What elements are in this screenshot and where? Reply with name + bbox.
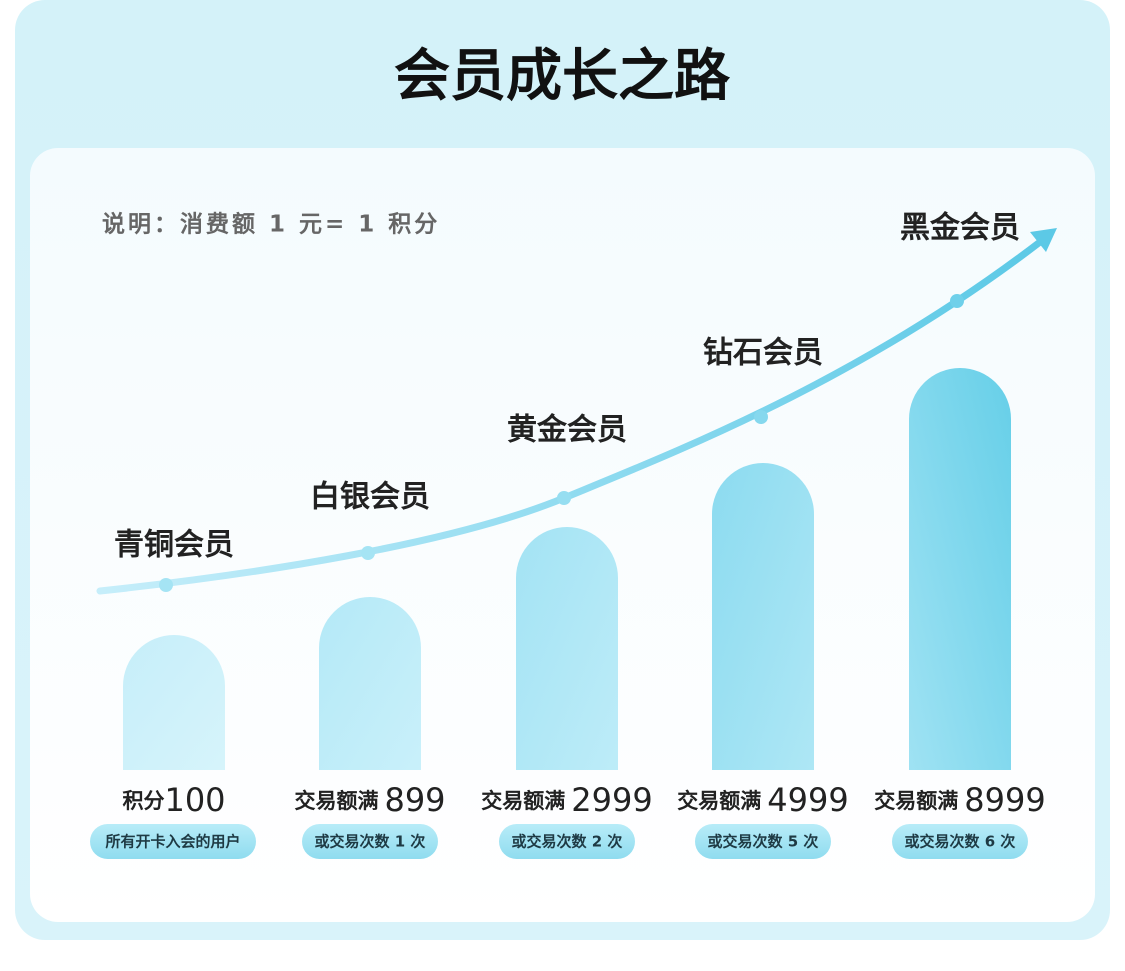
badges: 所有开卡入会的用户 或交易次数 1 次 或交易次数 2 次 或交易次数 5 次 … [90, 824, 1028, 859]
badge-text: 或交易次数 1 次 [315, 833, 426, 851]
tier-name: 黑金会员 [900, 211, 1020, 246]
badge-texts: 所有开卡入会的用户 或交易次数 1 次 或交易次数 2 次 或交易次数 5 次 … [105, 833, 1015, 851]
badge-pill [499, 824, 635, 859]
condition-amount: 8999 [964, 781, 1045, 819]
tier-bar [712, 463, 814, 770]
tier-name: 白银会员 [310, 480, 430, 515]
tier-names: 青铜会员 白银会员 黄金会员 钻石会员 黑金会员 [114, 211, 1020, 563]
condition-amount: 899 [384, 781, 445, 819]
badge-pill [695, 824, 831, 859]
tier-name: 钻石会员 [703, 336, 823, 371]
badge-text: 或交易次数 6 次 [905, 833, 1016, 851]
condition-amount: 100 [164, 781, 225, 819]
tier-bar [319, 597, 421, 770]
condition-amount: 4999 [767, 781, 848, 819]
condition: 交易额满 4999 [677, 781, 848, 819]
badge-text: 所有开卡入会的用户 [105, 833, 240, 851]
badge-text: 或交易次数 2 次 [512, 833, 623, 851]
tier-bar [123, 635, 225, 770]
tier-bar [909, 368, 1011, 770]
tier-name: 黄金会员 [507, 413, 627, 448]
condition-label: 交易额满 [874, 789, 958, 813]
conditions: 积分100 交易额满 899 交易额满 2999 交易额满 4999 交易额满 8999 [122, 781, 1045, 819]
note: 说明：消费额 1 元= 1 积分 [102, 211, 440, 238]
condition: 交易额满 899 [294, 781, 445, 819]
condition: 交易额满 8999 [874, 781, 1045, 819]
condition-label: 交易额满 [481, 789, 565, 813]
condition-label: 交易额满 [294, 789, 378, 813]
badge-pill [302, 824, 438, 859]
dot [361, 546, 375, 560]
condition-label: 积分 [122, 789, 164, 813]
dot [950, 294, 964, 308]
tier-name: 青铜会员 [114, 528, 234, 563]
condition-label: 交易额满 [677, 789, 761, 813]
curve-dots [159, 294, 964, 592]
condition: 交易额满 2999 [481, 781, 652, 819]
condition: 积分100 [122, 781, 225, 819]
tier-bar [516, 527, 618, 770]
dot [159, 578, 173, 592]
dot [754, 410, 768, 424]
badge-pill [90, 824, 256, 859]
badge-text: 或交易次数 5 次 [708, 833, 819, 851]
arrow-head [1030, 228, 1057, 252]
dot [557, 491, 571, 505]
bars [123, 368, 1011, 770]
title: 会员成长之路 [394, 44, 731, 109]
badge-pill [892, 824, 1028, 859]
condition-amount: 2999 [571, 781, 652, 819]
